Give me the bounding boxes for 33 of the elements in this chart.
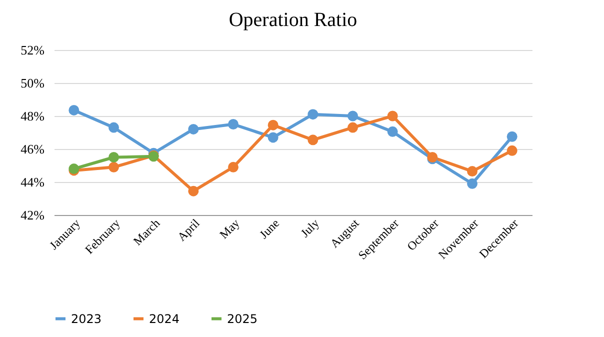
- point: [308, 134, 318, 146]
- y-tick-label: 44%: [20, 174, 45, 190]
- point: [348, 110, 358, 122]
- point: [228, 119, 238, 130]
- point: [506, 131, 518, 142]
- x-tick-label: June: [256, 216, 282, 242]
- point: [348, 122, 358, 133]
- y-tick-label: 48%: [20, 108, 45, 124]
- point: [268, 120, 278, 130]
- point: [108, 122, 119, 133]
- point: [108, 162, 119, 172]
- point: [108, 152, 119, 162]
- point: [308, 109, 318, 120]
- y-tick-label: 42%: [20, 208, 45, 222]
- legend-label: 2024: [149, 312, 180, 326]
- y-tick-label: 52%: [20, 42, 45, 58]
- legend-label: 2023: [71, 312, 102, 326]
- chart-title: Operation Ratio: [228, 9, 358, 31]
- point: [387, 110, 398, 122]
- y-tick-label: 46%: [20, 142, 45, 156]
- point: [68, 104, 80, 116]
- point: [188, 186, 199, 196]
- y-tick-label: 50%: [20, 76, 45, 90]
- point: [228, 162, 238, 172]
- point: [268, 132, 278, 143]
- point: [467, 166, 478, 177]
- point: [387, 126, 398, 137]
- legend-label: 2025: [227, 312, 258, 326]
- x-tick-label: July: [298, 216, 322, 240]
- point: [188, 124, 199, 134]
- point: [467, 178, 478, 189]
- x-tick-label: May: [216, 216, 242, 242]
- point: [506, 145, 518, 156]
